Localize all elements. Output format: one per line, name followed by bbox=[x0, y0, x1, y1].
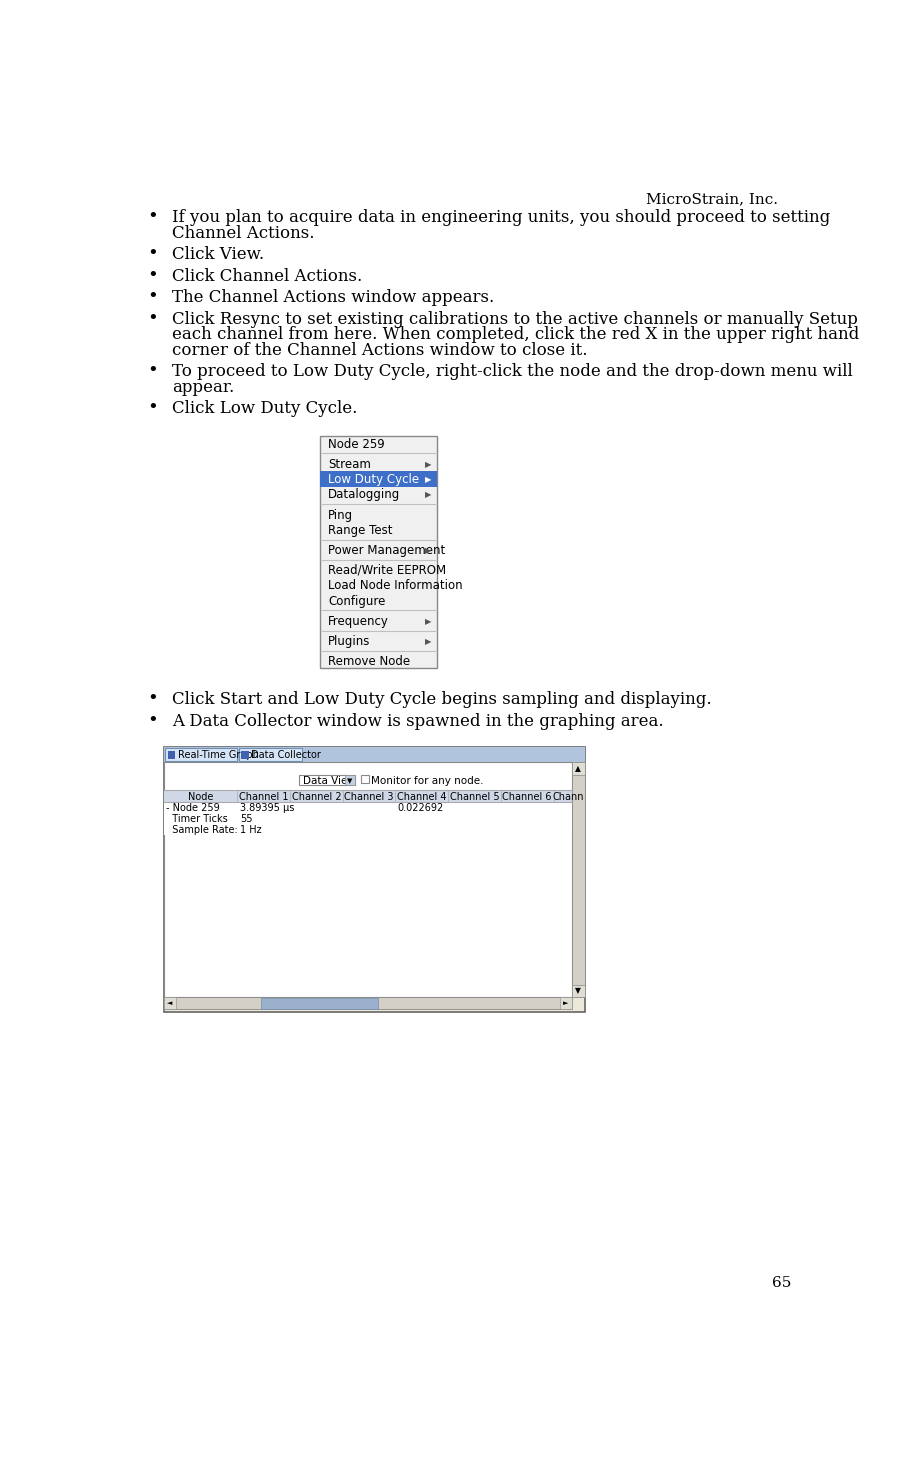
Text: To proceed to Low Duty Cycle, right-click the node and the drop-down menu will: To proceed to Low Duty Cycle, right-clic… bbox=[172, 364, 853, 380]
Text: Ping: Ping bbox=[328, 509, 353, 522]
Text: Click Channel Actions.: Click Channel Actions. bbox=[172, 268, 363, 285]
Bar bbox=[320, 471, 436, 487]
Bar bbox=[164, 803, 572, 813]
Text: Click Resync to set existing calibrations to the active channels or manually Set: Click Resync to set existing calibration… bbox=[172, 311, 858, 327]
Text: Channel 6: Channel 6 bbox=[502, 792, 552, 801]
Text: Click Start and Low Duty Cycle begins sampling and displaying.: Click Start and Low Duty Cycle begins sa… bbox=[172, 692, 712, 709]
Text: Channel Actions.: Channel Actions. bbox=[172, 225, 315, 241]
Bar bbox=[572, 762, 585, 775]
Text: Node 259: Node 259 bbox=[328, 437, 385, 450]
Text: ▶: ▶ bbox=[425, 490, 432, 500]
Text: Channel 1: Channel 1 bbox=[239, 792, 288, 801]
Bar bbox=[560, 997, 572, 1009]
Text: •: • bbox=[147, 363, 158, 380]
Text: corner of the Channel Actions window to close it.: corner of the Channel Actions window to … bbox=[172, 342, 588, 358]
Text: 65: 65 bbox=[772, 1276, 792, 1291]
Text: ▶: ▶ bbox=[425, 545, 432, 556]
Text: Load Node Information: Load Node Information bbox=[328, 579, 463, 592]
Text: ▼: ▼ bbox=[347, 778, 353, 784]
Text: 55: 55 bbox=[239, 814, 252, 825]
Text: If you plan to acquire data in engineering units, you should proceed to setting: If you plan to acquire data in engineeri… bbox=[172, 209, 831, 227]
Text: ▲: ▲ bbox=[575, 763, 581, 773]
Text: Channel 3: Channel 3 bbox=[345, 792, 394, 801]
Text: •: • bbox=[147, 288, 158, 306]
Text: Plugins: Plugins bbox=[328, 635, 370, 648]
Text: •: • bbox=[147, 712, 158, 730]
Bar bbox=[164, 762, 572, 997]
Text: Low Duty Cycle: Low Duty Cycle bbox=[328, 474, 419, 485]
Bar bbox=[164, 997, 572, 1009]
Bar bbox=[261, 997, 377, 1009]
Text: •: • bbox=[147, 399, 158, 417]
Bar bbox=[361, 775, 369, 784]
Text: Read/Write EEPROM: Read/Write EEPROM bbox=[328, 564, 446, 577]
Text: Stream: Stream bbox=[328, 458, 371, 471]
Text: Data View: Data View bbox=[303, 776, 356, 785]
Text: ▶: ▶ bbox=[425, 637, 432, 646]
Text: MicroStrain, Inc.: MicroStrain, Inc. bbox=[646, 193, 777, 206]
Text: A Data Collector window is spawned in the graphing area.: A Data Collector window is spawned in th… bbox=[172, 713, 664, 730]
Text: Range Test: Range Test bbox=[328, 523, 393, 537]
Text: Channel 4: Channel 4 bbox=[397, 792, 446, 801]
Text: Click Low Duty Cycle.: Click Low Duty Cycle. bbox=[172, 401, 357, 417]
Bar bbox=[164, 813, 572, 823]
Text: Datalogging: Datalogging bbox=[328, 488, 400, 501]
Text: •: • bbox=[147, 266, 158, 285]
Text: Channel 5: Channel 5 bbox=[450, 792, 500, 801]
Bar bbox=[168, 751, 175, 759]
Text: Timer Ticks: Timer Ticks bbox=[166, 814, 228, 825]
Text: ▶: ▶ bbox=[425, 617, 432, 626]
Text: ▼: ▼ bbox=[575, 987, 581, 996]
Bar bbox=[241, 751, 249, 759]
Text: 3.89395 μs: 3.89395 μs bbox=[239, 804, 294, 813]
Text: 0.022692: 0.022692 bbox=[398, 804, 444, 813]
Text: •: • bbox=[147, 690, 158, 708]
Text: - Node 259: - Node 259 bbox=[166, 804, 219, 813]
Bar bbox=[572, 762, 585, 997]
Text: Channel 2: Channel 2 bbox=[292, 792, 341, 801]
Bar bbox=[165, 747, 237, 762]
Bar bbox=[164, 823, 572, 835]
Bar bbox=[164, 789, 572, 803]
Text: Power Management: Power Management bbox=[328, 544, 445, 557]
Bar bbox=[572, 985, 585, 997]
Text: appear.: appear. bbox=[172, 379, 235, 396]
Text: •: • bbox=[147, 246, 158, 263]
Bar bbox=[164, 747, 585, 762]
Bar bbox=[345, 775, 356, 785]
Bar bbox=[239, 747, 302, 762]
Text: ►: ► bbox=[563, 1000, 569, 1006]
Text: ◄: ◄ bbox=[167, 1000, 172, 1006]
Text: Configure: Configure bbox=[328, 595, 385, 608]
Text: Chann: Chann bbox=[552, 792, 584, 801]
Text: Data Collector: Data Collector bbox=[251, 750, 321, 760]
Text: Monitor for any node.: Monitor for any node. bbox=[372, 776, 484, 785]
Bar bbox=[299, 775, 356, 785]
Text: Sample Rate:: Sample Rate: bbox=[166, 825, 238, 835]
Text: The Channel Actions window appears.: The Channel Actions window appears. bbox=[172, 289, 494, 307]
Text: Real-Time Graph: Real-Time Graph bbox=[178, 750, 258, 760]
Text: Frequency: Frequency bbox=[328, 614, 389, 627]
Text: Remove Node: Remove Node bbox=[328, 655, 410, 668]
Text: •: • bbox=[147, 310, 158, 327]
Bar bbox=[164, 747, 585, 1012]
Text: ▶: ▶ bbox=[425, 475, 432, 484]
Bar bbox=[164, 997, 176, 1009]
Text: 1 Hz: 1 Hz bbox=[239, 825, 261, 835]
Text: •: • bbox=[147, 208, 158, 227]
Bar bbox=[320, 436, 436, 668]
Text: Click View.: Click View. bbox=[172, 247, 265, 263]
Text: each channel from here. When completed, click the red X in the upper right hand: each channel from here. When completed, … bbox=[172, 326, 860, 344]
Text: Node: Node bbox=[188, 792, 213, 801]
Text: ▶: ▶ bbox=[425, 459, 432, 469]
